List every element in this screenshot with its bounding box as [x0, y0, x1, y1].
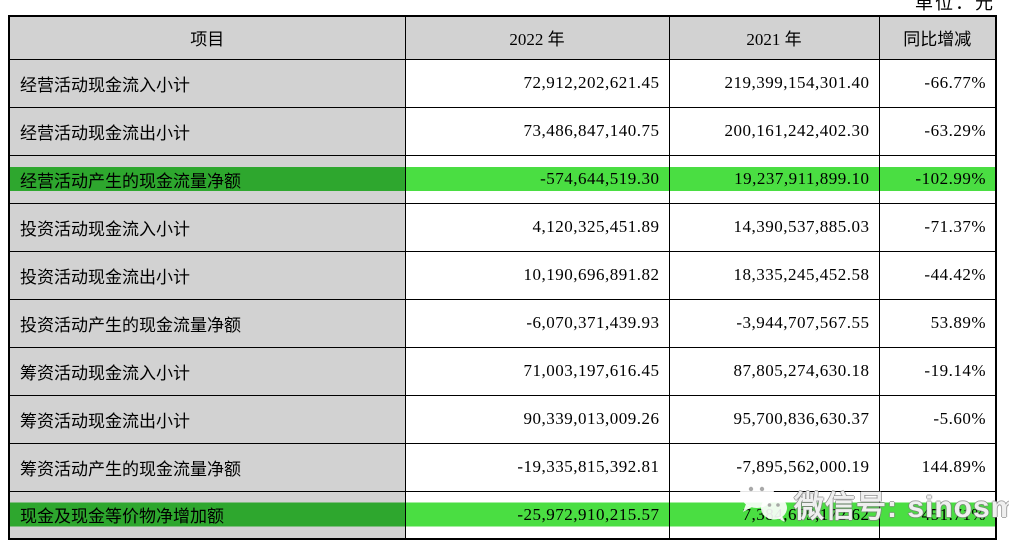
table-row: 经营活动现金流入小计 72,912,202,621.45 219,399,154…	[8, 58, 997, 108]
value-yoy: 53.89%	[878, 298, 997, 348]
column-header-item: 项目	[8, 15, 406, 60]
table-row: 投资活动现金流出小计 10,190,696,891.82 18,335,245,…	[8, 250, 997, 300]
value-yoy: -71.37%	[878, 202, 997, 252]
value-2022: 90,339,013,009.26	[404, 394, 670, 444]
unit-note: 单位：元	[915, 0, 995, 13]
value-2022: 73,486,847,140.75	[404, 106, 670, 156]
table-row: 经营活动现金流出小计 73,486,847,140.75 200,161,242…	[8, 106, 997, 156]
row-label: 投资活动产生的现金流量净额	[8, 298, 406, 348]
value-2022: 71,003,197,616.45	[404, 346, 670, 396]
value-2022: 10,190,696,891.82	[404, 250, 670, 300]
value-2021: 95,700,836,630.37	[668, 394, 880, 444]
table-row: 筹资活动现金流出小计 90,339,013,009.26 95,700,836,…	[8, 394, 997, 444]
value-2021: 14,390,537,885.03	[668, 202, 880, 252]
column-header-2021: 2021 年	[668, 15, 880, 60]
cash-flow-table: 项目 2022 年 2021 年 同比增减 经营活动现金流入小计 72,912,…	[8, 15, 997, 540]
value-yoy: -19.14%	[878, 346, 997, 396]
column-header-yoy: 同比增减	[878, 15, 997, 60]
value-yoy: -451.71%	[878, 490, 997, 540]
row-label: 筹资活动现金流入小计	[8, 346, 406, 396]
value-2022: 4,120,325,451.89	[404, 202, 670, 252]
row-label: 现金及现金等价物净增加额	[8, 490, 406, 540]
row-label: 经营活动现金流出小计	[8, 106, 406, 156]
value-2021: -7,895,562,000.19	[668, 442, 880, 492]
value-yoy: 144.89%	[878, 442, 997, 492]
value-2021: 19,237,911,899.10	[668, 154, 880, 204]
value-2021: 200,161,242,402.30	[668, 106, 880, 156]
header-row: 项目 2022 年 2021 年 同比增减	[8, 15, 997, 60]
value-2021: 18,335,245,452.58	[668, 250, 880, 300]
row-label: 筹资活动现金流出小计	[8, 394, 406, 444]
value-2022: 72,912,202,621.45	[404, 58, 670, 108]
table-row-highlighted: 经营活动产生的现金流量净额 -574,644,519.30 19,237,911…	[8, 154, 997, 204]
table-row: 投资活动现金流入小计 4,120,325,451.89 14,390,537,8…	[8, 202, 997, 252]
row-label: 经营活动现金流入小计	[8, 58, 406, 108]
row-label: 筹资活动产生的现金流量净额	[8, 442, 406, 492]
value-yoy: -102.99%	[878, 154, 997, 204]
value-2022: -574,644,519.30	[404, 154, 670, 204]
table-row: 筹资活动产生的现金流量净额 -19,335,815,392.81 -7,895,…	[8, 442, 997, 492]
row-label: 投资活动现金流入小计	[8, 202, 406, 252]
value-yoy: -66.77%	[878, 58, 997, 108]
value-2021: 7,384,665,172.62	[668, 490, 880, 540]
value-yoy: -5.60%	[878, 394, 997, 444]
table-row: 筹资活动现金流入小计 71,003,197,616.45 87,805,274,…	[8, 346, 997, 396]
row-label: 经营活动产生的现金流量净额	[8, 154, 406, 204]
value-2022: -25,972,910,215.57	[404, 490, 670, 540]
value-2021: 87,805,274,630.18	[668, 346, 880, 396]
table-row-highlighted: 现金及现金等价物净增加额 -25,972,910,215.57 7,384,66…	[8, 490, 997, 540]
value-2021: 219,399,154,301.40	[668, 58, 880, 108]
value-2021: -3,944,707,567.55	[668, 298, 880, 348]
value-2022: -6,070,371,439.93	[404, 298, 670, 348]
table-row: 投资活动产生的现金流量净额 -6,070,371,439.93 -3,944,7…	[8, 298, 997, 348]
value-yoy: -63.29%	[878, 106, 997, 156]
value-yoy: -44.42%	[878, 250, 997, 300]
column-header-2022: 2022 年	[404, 15, 670, 60]
row-label: 投资活动现金流出小计	[8, 250, 406, 300]
value-2022: -19,335,815,392.81	[404, 442, 670, 492]
